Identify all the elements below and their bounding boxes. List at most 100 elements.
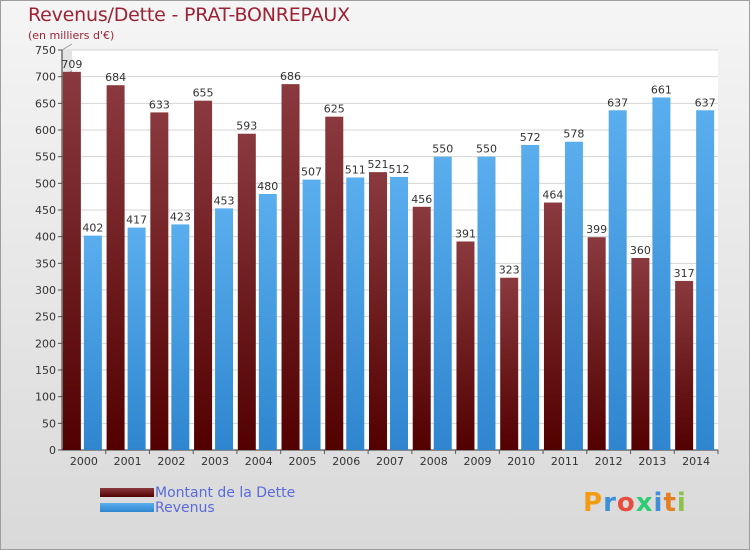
x-tick-label: 2010	[507, 455, 535, 468]
bar-dette	[456, 241, 475, 450]
data-label-revenus: 402	[82, 222, 103, 235]
y-tick-label: 150	[35, 364, 56, 377]
bar-dette	[62, 71, 81, 450]
y-tick-label: 200	[35, 337, 56, 350]
bar-dette	[412, 206, 431, 450]
chart-subtitle: (en milliers d'€)	[28, 29, 115, 42]
bar-revenus	[477, 156, 496, 450]
y-tick-label: 600	[35, 124, 56, 137]
bar-dette	[543, 202, 562, 450]
data-label-dette: 399	[586, 223, 607, 236]
data-label-revenus: 572	[520, 131, 541, 144]
x-tick-label: 2007	[376, 455, 404, 468]
bar-revenus	[608, 110, 627, 451]
logo-letter: o	[616, 488, 636, 518]
logo-letter: r	[603, 488, 617, 518]
data-label-revenus: 507	[301, 166, 322, 179]
x-tick-label: 2006	[332, 455, 360, 468]
data-label-revenus: 417	[126, 214, 147, 227]
bar-revenus	[521, 144, 540, 450]
legend-swatch-dette	[100, 488, 154, 497]
data-label-dette: 521	[368, 158, 389, 171]
data-label-revenus: 578	[563, 128, 584, 141]
y-tick-label: 750	[35, 44, 56, 57]
y-tick-label: 650	[35, 97, 56, 110]
data-label-revenus: 512	[389, 163, 410, 176]
bar-revenus	[433, 156, 452, 450]
x-tick-label: 2000	[70, 455, 98, 468]
bar-dette	[150, 112, 169, 451]
x-tick-label: 2008	[420, 455, 448, 468]
bar-revenus	[171, 224, 190, 450]
bar-dette	[587, 237, 606, 450]
x-tick-label: 2012	[595, 455, 623, 468]
bar-revenus	[83, 235, 102, 450]
bar-revenus	[652, 97, 671, 450]
legend-label-revenus: Revenus	[155, 500, 215, 516]
x-tick-label: 2014	[682, 455, 710, 468]
y-tick-label: 100	[35, 391, 56, 404]
logo-letter: P	[583, 488, 604, 518]
data-label-dette: 360	[630, 244, 651, 257]
data-label-dette: 709	[61, 58, 82, 71]
x-tick-label: 2013	[638, 455, 666, 468]
bar-revenus	[127, 227, 146, 450]
y-tick-label: 50	[42, 417, 56, 430]
data-label-dette: 323	[499, 264, 520, 277]
bar-revenus	[564, 141, 583, 450]
data-label-dette: 464	[542, 189, 563, 202]
bar-dette	[194, 100, 213, 451]
data-label-dette: 391	[455, 227, 476, 240]
bar-dette	[675, 280, 694, 450]
data-label-revenus: 637	[607, 96, 628, 109]
bar-revenus	[215, 208, 234, 450]
y-tick-label: 700	[35, 71, 56, 84]
bar-revenus	[696, 110, 715, 451]
data-label-dette: 593	[236, 120, 257, 133]
data-label-dette: 633	[149, 98, 170, 111]
data-label-revenus: 661	[651, 83, 672, 96]
x-tick-label: 2002	[157, 455, 185, 468]
data-label-revenus: 637	[695, 96, 716, 109]
bar-revenus	[346, 177, 365, 450]
bar-dette	[325, 116, 344, 451]
x-tick-label: 2005	[289, 455, 317, 468]
logo-letter: i	[653, 488, 664, 518]
bar-dette	[631, 258, 650, 450]
x-tick-label: 2011	[551, 455, 579, 468]
bar-dette	[106, 85, 125, 450]
bar-dette	[237, 133, 256, 450]
chart-title: Revenus/Dette - PRAT-BONREPAUX	[28, 4, 350, 26]
data-label-dette: 456	[411, 193, 432, 206]
bar-dette	[369, 172, 387, 450]
x-tick-label: 2004	[245, 455, 273, 468]
data-label-dette: 686	[280, 70, 301, 83]
bar-revenus	[390, 176, 408, 450]
bar-dette	[281, 84, 300, 450]
x-tick-label: 2009	[463, 455, 491, 468]
data-label-revenus: 550	[476, 143, 497, 156]
data-label-revenus: 453	[214, 194, 235, 207]
y-tick-label: 350	[35, 257, 56, 270]
x-tick-label: 2003	[201, 455, 229, 468]
bar-dette	[500, 277, 519, 450]
y-tick-label: 550	[35, 151, 56, 164]
y-tick-label: 250	[35, 311, 56, 324]
data-label-revenus: 511	[345, 163, 366, 176]
legend-swatch-revenus	[100, 503, 154, 512]
legend-label-dette: Montant de la Dette	[155, 485, 296, 501]
logo-letter: x	[635, 488, 654, 518]
y-tick-label: 450	[35, 204, 56, 217]
y-tick-label: 500	[35, 177, 56, 190]
logo-letter: i	[676, 488, 687, 518]
data-label-revenus: 550	[432, 143, 453, 156]
data-label-dette: 655	[193, 87, 214, 100]
y-band-hatch	[61, 43, 73, 51]
x-tick-label: 2001	[114, 455, 142, 468]
data-label-dette: 625	[324, 103, 345, 116]
y-tick-label: 300	[35, 284, 56, 297]
y-tick-label: 0	[49, 444, 56, 457]
bar-revenus	[302, 179, 321, 450]
